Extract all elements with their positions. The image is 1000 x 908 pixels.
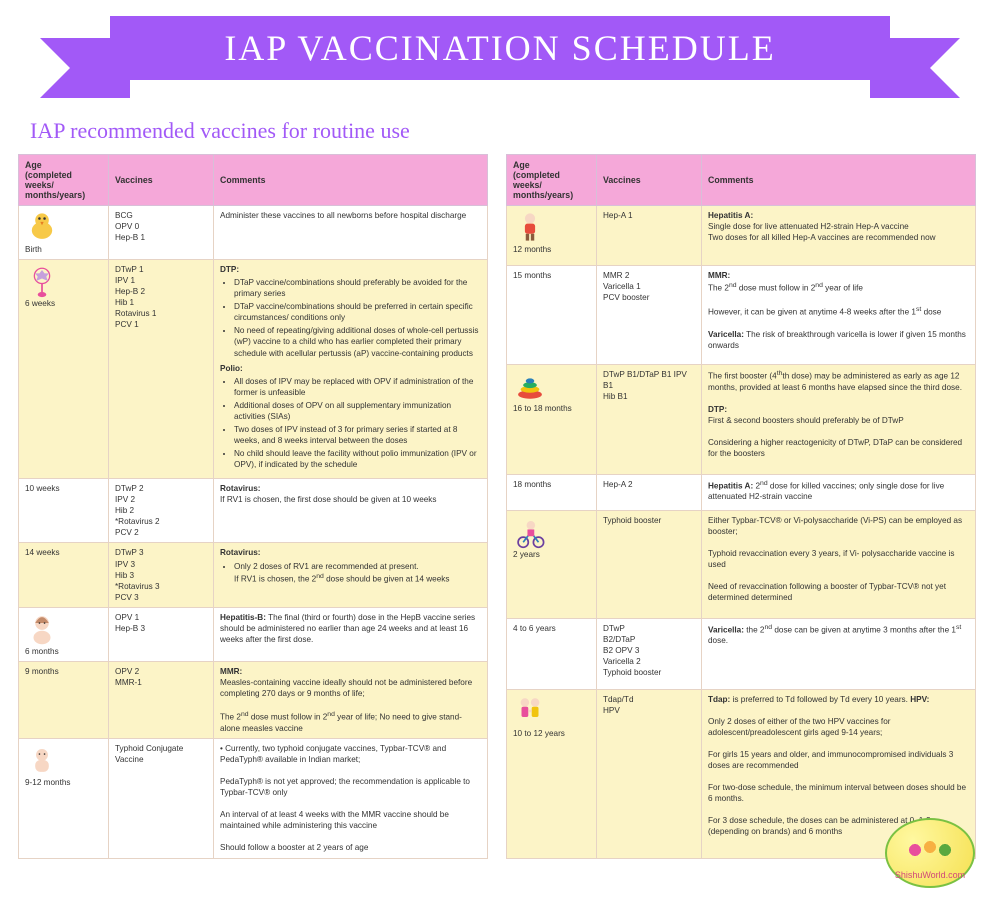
schedule-table-left: Age (completed weeks/ months/years) Vacc… (18, 154, 488, 859)
comments-cell: • Currently, two typhoid conjugate vacci… (214, 738, 488, 858)
vaccines-cell: Tdap/Td HPV (597, 689, 702, 858)
ribbon-tail-left-icon (40, 38, 70, 98)
col-header-vaccines: Vaccines (109, 155, 214, 206)
table-row: 4 to 6 years DTwP B2/DTaP B2 OPV 3 Varice… (507, 618, 976, 689)
vaccines-cell: DTwP 3 IPV 3 Hib 3 *Rotavirus 3 PCV 3 (109, 543, 214, 607)
page-title: IAP VACCINATION SCHEDULE (110, 16, 890, 80)
table-row: 12 months Hep-A 1Hepatitis A:Single dose … (507, 206, 976, 266)
age-label: 6 months (25, 647, 59, 656)
comments-cell: Varicella: the 2nd dose can be given at … (702, 618, 976, 689)
rings-icon (513, 381, 547, 390)
vaccines-cell: BCG OPV 0 Hep-B 1 (109, 206, 214, 260)
comments-cell: Administer these vaccines to all newborn… (214, 206, 488, 260)
comments-cell: MMR:Measles-containing vaccine ideally s… (214, 661, 488, 738)
table-row: 9-12 months Typhoid Conjugate Vaccine• Cu… (19, 738, 488, 858)
schedule-columns: Age (completed weeks/ months/years) Vacc… (0, 154, 1000, 859)
vaccines-cell: Hep-A 2 (597, 474, 702, 510)
age-label: 16 to 18 months (513, 404, 572, 413)
age-cell: 15 months (507, 265, 597, 364)
age-label: 2 years (513, 550, 540, 559)
age-cell: 9 months (19, 661, 109, 738)
age-cell: 16 to 18 months (507, 365, 597, 475)
col-header-comments: Comments (214, 155, 488, 206)
table-row: 6 months OPV 1 Hep-B 3Hepatitis-B: The fi… (19, 607, 488, 661)
comments-cell: Hepatitis A: 2nd dose for killed vaccine… (702, 474, 976, 510)
vaccines-cell: OPV 1 Hep-B 3 (109, 607, 214, 661)
infant-icon (25, 755, 59, 764)
age-cell: 2 years (507, 510, 597, 618)
age-cell: Birth (19, 206, 109, 260)
age-label: 10 weeks (25, 484, 60, 493)
age-cell: 18 months (507, 474, 597, 510)
comments-cell: Either Typbar-TCV® or Vi-polysaccharide … (702, 510, 976, 618)
vaccines-cell: OPV 2 MMR-1 (109, 661, 214, 738)
age-cell: 4 to 6 years (507, 618, 597, 689)
chick-icon (25, 222, 59, 231)
baby-icon (25, 624, 59, 633)
vaccines-cell: Typhoid Conjugate Vaccine (109, 738, 214, 858)
age-cell: 10 to 12 years (507, 689, 597, 858)
age-cell: 10 weeks (19, 479, 109, 543)
toddler-icon (513, 222, 547, 231)
age-cell: 6 months (19, 607, 109, 661)
comments-cell: Rotavirus:Only 2 doses of RV1 are recomm… (214, 543, 488, 607)
logo-text: ShishuWorld.com (895, 870, 965, 880)
comments-cell: DTP:DTaP vaccine/combinations should pre… (214, 260, 488, 479)
girl-bike-icon (513, 527, 547, 536)
age-label: 15 months (513, 271, 551, 280)
col-header-vaccines: Vaccines (597, 155, 702, 206)
vaccines-cell: Hep-A 1 (597, 206, 702, 266)
comments-cell: Hepatitis-B: The final (third or fourth)… (214, 607, 488, 661)
site-logo: ShishuWorld.com (885, 818, 975, 888)
vaccines-cell: MMR 2 Varicella 1 PCV booster (597, 265, 702, 364)
age-label: 6 weeks (25, 299, 55, 308)
age-label: 9 months (25, 667, 59, 676)
schedule-table-right: Age (completed weeks/ months/years) Vacc… (506, 154, 976, 859)
col-header-comments: Comments (702, 155, 976, 206)
age-label: 10 to 12 years (513, 729, 565, 738)
age-label: 9-12 months (25, 778, 71, 787)
table-row: 2 years Typhoid boosterEither Typbar-TCV®… (507, 510, 976, 618)
age-cell: 6 weeks (19, 260, 109, 479)
comments-cell: Hepatitis A:Single dose for live attenua… (702, 206, 976, 266)
ribbon-tail-right-icon (930, 38, 960, 98)
col-header-age: Age (completed weeks/ months/years) (507, 155, 597, 206)
table-row: 14 weeks DTwP 3 IPV 3 Hib 3 *Rotavirus 3 … (19, 543, 488, 607)
vaccines-cell: DTwP 1 IPV 1 Hep-B 2 Hib 1 Rotavirus 1 P… (109, 260, 214, 479)
table-row: 9 months OPV 2 MMR-1MMR:Measles-containin… (19, 661, 488, 738)
col-header-age: Age (completed weeks/ months/years) (19, 155, 109, 206)
comments-cell: Rotavirus:If RV1 is chosen, the first do… (214, 479, 488, 543)
vaccines-cell: DTwP 2 IPV 2 Hib 2 *Rotavirus 2 PCV 2 (109, 479, 214, 543)
age-label: 4 to 6 years (513, 624, 556, 633)
table-row: 10 weeks DTwP 2 IPV 2 Hib 2 *Rotavirus 2 … (19, 479, 488, 543)
age-label: 12 months (513, 245, 551, 254)
age-cell: 12 months (507, 206, 597, 266)
vaccines-cell: DTwP B2/DTaP B2 OPV 3 Varicella 2 Typhoi… (597, 618, 702, 689)
page-subtitle: IAP recommended vaccines for routine use (30, 118, 1000, 144)
rattle-icon (25, 276, 59, 285)
table-row: Birth BCG OPV 0 Hep-B 1Administer these v… (19, 206, 488, 260)
table-row: 15 months MMR 2 Varicella 1 PCV boosterMM… (507, 265, 976, 364)
title-banner: IAP VACCINATION SCHEDULE (0, 8, 1000, 108)
kids-icon (513, 706, 547, 715)
vaccines-cell: Typhoid booster (597, 510, 702, 618)
age-label: Birth (25, 245, 42, 254)
comments-cell: MMR:The 2nd dose must follow in 2nd year… (702, 265, 976, 364)
age-label: 18 months (513, 480, 551, 489)
vaccines-cell: DTwP B1/DTaP B1 IPV B1 Hib B1 (597, 365, 702, 475)
table-row: 16 to 18 months DTwP B1/DTaP B1 IPV B1 Hi… (507, 365, 976, 475)
comments-cell: The first booster (4thth dose) may be ad… (702, 365, 976, 475)
age-label: 14 weeks (25, 548, 60, 557)
age-cell: 9-12 months (19, 738, 109, 858)
table-row: 18 months Hep-A 2Hepatitis A: 2nd dose fo… (507, 474, 976, 510)
table-row: 6 weeks DTwP 1 IPV 1 Hep-B 2 Hib 1 Rotavi… (19, 260, 488, 479)
age-cell: 14 weeks (19, 543, 109, 607)
